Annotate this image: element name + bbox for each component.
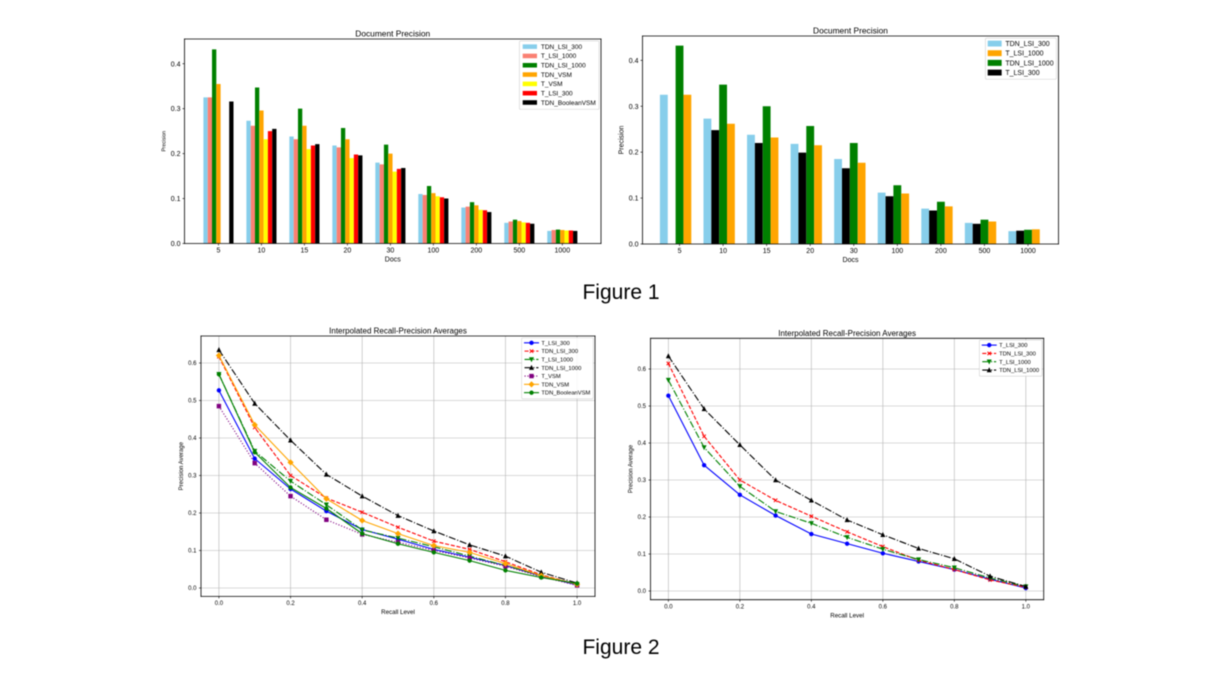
svg-text:T_VSM: T_VSM <box>541 81 563 88</box>
svg-text:Precision: Precision <box>162 131 168 152</box>
svg-text:0.3: 0.3 <box>629 104 639 111</box>
svg-text:0.4: 0.4 <box>807 605 816 611</box>
svg-text:TDN_LSI_300: TDN_LSI_300 <box>541 349 578 355</box>
svg-text:10: 10 <box>719 248 727 255</box>
svg-text:15: 15 <box>301 248 309 255</box>
svg-text:0.0: 0.0 <box>664 605 673 611</box>
svg-text:100: 100 <box>891 248 903 255</box>
svg-text:0.2: 0.2 <box>286 601 295 607</box>
svg-text:5: 5 <box>217 248 221 255</box>
svg-text:TDN_LSI_300: TDN_LSI_300 <box>1005 41 1049 48</box>
svg-text:0.2: 0.2 <box>171 151 181 158</box>
svg-text:Document Precision: Document Precision <box>355 29 430 39</box>
svg-text:500: 500 <box>979 248 991 255</box>
svg-text:0.3: 0.3 <box>638 478 647 484</box>
svg-text:0.2: 0.2 <box>638 515 647 521</box>
svg-text:0.2: 0.2 <box>629 150 639 157</box>
svg-text:T_LSI_300: T_LSI_300 <box>541 90 573 97</box>
svg-text:20: 20 <box>344 248 352 255</box>
svg-text:0.4: 0.4 <box>358 601 367 607</box>
svg-text:T_LSI_1000: T_LSI_1000 <box>541 53 577 60</box>
svg-text:TDN_BooleanVSM: TDN_BooleanVSM <box>541 100 596 107</box>
svg-text:30: 30 <box>386 248 394 255</box>
svg-text:T_LSI_300: T_LSI_300 <box>999 343 1027 349</box>
svg-text:0.0: 0.0 <box>188 586 197 592</box>
svg-text:500: 500 <box>513 248 525 255</box>
svg-text:Precision: Precision <box>618 126 625 155</box>
svg-text:0.1: 0.1 <box>188 549 197 555</box>
svg-text:1.0: 1.0 <box>573 601 582 607</box>
svg-text:5: 5 <box>678 248 682 255</box>
svg-text:100: 100 <box>428 248 440 255</box>
svg-text:0.3: 0.3 <box>171 106 181 113</box>
svg-text:0.2: 0.2 <box>188 511 197 517</box>
svg-text:20: 20 <box>806 248 814 255</box>
svg-text:Document Precision: Document Precision <box>813 26 888 36</box>
svg-text:TDN_LSI_1000: TDN_LSI_1000 <box>541 366 581 372</box>
svg-text:0.6: 0.6 <box>638 367 647 373</box>
svg-text:TDN_VSM: TDN_VSM <box>541 72 572 79</box>
svg-text:0.8: 0.8 <box>501 601 510 607</box>
svg-text:Docs: Docs <box>843 257 859 264</box>
svg-text:1000: 1000 <box>1020 248 1036 255</box>
svg-text:0.1: 0.1 <box>638 552 647 558</box>
svg-text:0.4: 0.4 <box>638 441 647 447</box>
svg-text:TDN_LSI_1000: TDN_LSI_1000 <box>541 63 586 70</box>
svg-text:0.6: 0.6 <box>430 601 439 607</box>
svg-text:200: 200 <box>935 248 947 255</box>
svg-text:T_LSI_1000: T_LSI_1000 <box>999 360 1031 366</box>
svg-text:TDN_LSI_300: TDN_LSI_300 <box>541 44 583 51</box>
svg-text:1000: 1000 <box>555 248 571 255</box>
svg-text:TDN_LSI_1000: TDN_LSI_1000 <box>1005 60 1053 67</box>
svg-text:Precision Average: Precision Average <box>179 441 185 490</box>
svg-text:0.0: 0.0 <box>629 242 639 249</box>
svg-text:T_LSI_1000: T_LSI_1000 <box>1005 51 1043 58</box>
svg-text:TDN_LSI_300: TDN_LSI_300 <box>999 351 1036 357</box>
svg-text:0.8: 0.8 <box>950 605 959 611</box>
svg-text:Docs: Docs <box>385 257 401 264</box>
svg-text:0.5: 0.5 <box>638 404 647 410</box>
svg-text:0.0: 0.0 <box>171 241 181 248</box>
svg-text:1.0: 1.0 <box>1022 605 1031 611</box>
svg-text:0.0: 0.0 <box>638 589 647 595</box>
svg-text:T_VSM: T_VSM <box>541 374 560 380</box>
svg-text:200: 200 <box>471 248 483 255</box>
svg-text:0.4: 0.4 <box>171 61 181 68</box>
svg-text:Interpolated Recall-Precision: Interpolated Recall-Precision Averages <box>778 329 916 338</box>
svg-text:Precision Average: Precision Average <box>628 444 634 493</box>
svg-text:10: 10 <box>258 248 266 255</box>
svg-text:0.1: 0.1 <box>629 196 639 203</box>
svg-text:T_LSI_300: T_LSI_300 <box>541 341 569 347</box>
svg-text:30: 30 <box>850 248 858 255</box>
svg-text:T_LSI_1000: T_LSI_1000 <box>541 357 573 363</box>
svg-text:0.4: 0.4 <box>629 58 639 65</box>
svg-text:0.3: 0.3 <box>188 474 197 480</box>
svg-text:0.1: 0.1 <box>171 196 181 203</box>
svg-text:Recall Level: Recall Level <box>830 612 864 619</box>
svg-text:Recall Level: Recall Level <box>381 609 415 616</box>
svg-text:TDN_LSI_1000: TDN_LSI_1000 <box>999 368 1039 374</box>
svg-text:15: 15 <box>763 248 771 255</box>
svg-text:0.5: 0.5 <box>188 399 197 405</box>
svg-text:0.0: 0.0 <box>215 601 224 607</box>
svg-text:TDN_VSM: TDN_VSM <box>541 382 569 388</box>
svg-text:TDN_BooleanVSM: TDN_BooleanVSM <box>541 391 590 397</box>
svg-text:T_LSI_300: T_LSI_300 <box>1005 70 1039 77</box>
svg-text:0.6: 0.6 <box>879 605 888 611</box>
svg-text:0.2: 0.2 <box>736 605 745 611</box>
svg-text:0.6: 0.6 <box>188 361 197 367</box>
svg-text:Interpolated Recall-Precision: Interpolated Recall-Precision Averages <box>329 327 467 336</box>
svg-text:0.4: 0.4 <box>188 436 197 442</box>
